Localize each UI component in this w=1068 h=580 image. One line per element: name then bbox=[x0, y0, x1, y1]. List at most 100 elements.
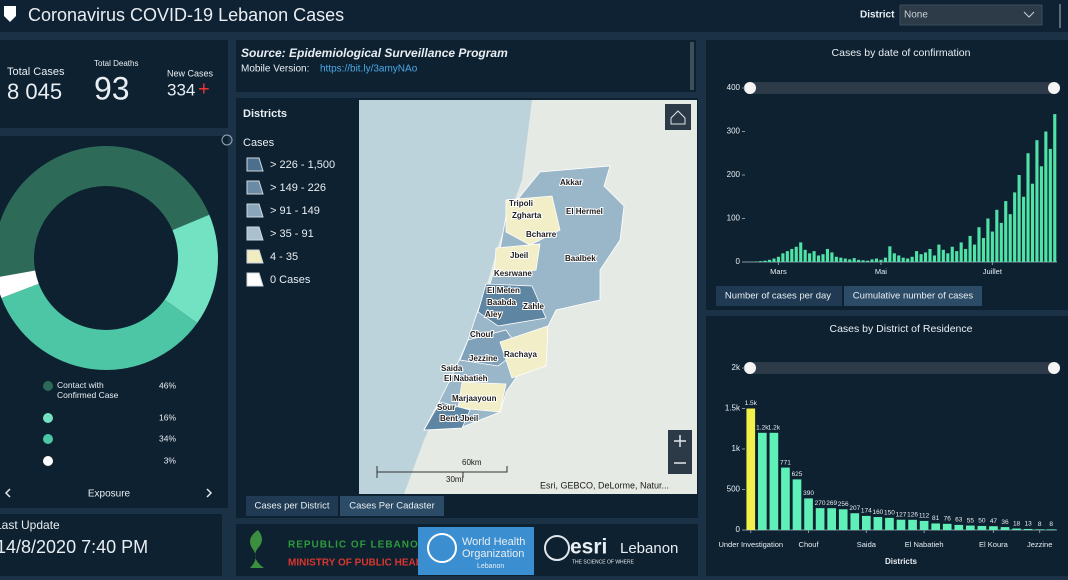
map[interactable]: 60km 30mi Esri, GEBCO, DeLorme, Natur...… bbox=[359, 100, 697, 494]
bar bbox=[792, 479, 802, 530]
bar bbox=[857, 259, 861, 262]
bar bbox=[977, 525, 987, 530]
map-label: Jezzine bbox=[469, 354, 498, 363]
bar bbox=[772, 258, 776, 262]
bar bbox=[1030, 183, 1035, 262]
mobile-link[interactable]: https://bit.ly/3amyNAo bbox=[320, 64, 418, 75]
home-button[interactable] bbox=[665, 104, 691, 130]
prev-arrow[interactable] bbox=[4, 488, 11, 498]
bar bbox=[1026, 153, 1030, 262]
value-label: 270 bbox=[815, 500, 826, 507]
legend-title: Districts bbox=[243, 108, 287, 120]
total-cases: 8 045 bbox=[7, 79, 62, 104]
header-title: Coronavirus COVID-19 Lebanon Cases bbox=[28, 5, 344, 25]
legend-swatches bbox=[246, 157, 264, 287]
bar bbox=[883, 257, 887, 262]
slider-handle[interactable] bbox=[1048, 82, 1060, 94]
bar bbox=[959, 242, 963, 262]
swatch bbox=[246, 157, 264, 172]
map-label: Jbeil bbox=[510, 251, 528, 260]
map-label: Akkar bbox=[560, 178, 582, 187]
map-tab-active[interactable] bbox=[246, 496, 338, 516]
range-slider bbox=[747, 82, 1057, 94]
bar bbox=[1039, 166, 1043, 262]
value-label: 47 bbox=[990, 518, 998, 525]
daily-tab[interactable] bbox=[844, 286, 982, 306]
bar bbox=[1022, 196, 1026, 262]
value-label: 390 bbox=[803, 490, 814, 497]
bar bbox=[989, 526, 998, 530]
total-deaths-label: Total Deaths bbox=[94, 59, 138, 68]
bar bbox=[1044, 131, 1048, 262]
pie-slice bbox=[0, 146, 210, 277]
bar bbox=[834, 256, 838, 262]
district-area bbox=[423, 401, 471, 431]
bar bbox=[843, 258, 847, 262]
bar bbox=[763, 260, 767, 262]
district-label: District bbox=[860, 10, 895, 21]
district-select[interactable] bbox=[899, 4, 1043, 26]
map-label: Zahle bbox=[523, 302, 544, 311]
logo-icon bbox=[4, 6, 16, 22]
map-label: Tripoli bbox=[509, 199, 533, 208]
x-tick-label: El Nabatieh bbox=[905, 540, 944, 549]
bar bbox=[852, 258, 856, 262]
exposure-tab[interactable]: Exposure bbox=[88, 489, 131, 500]
value-label: 1.2k bbox=[756, 425, 769, 432]
panel-menu[interactable] bbox=[221, 134, 233, 146]
slider-handle[interactable] bbox=[744, 362, 756, 374]
daily-tab-active[interactable] bbox=[716, 286, 842, 306]
bar bbox=[954, 524, 964, 530]
district-area bbox=[457, 381, 507, 413]
bar bbox=[815, 508, 825, 530]
map-label: El Hermel bbox=[566, 207, 603, 216]
value-label: 625 bbox=[792, 471, 803, 478]
mobile-label: Mobile Version: bbox=[241, 64, 309, 75]
bar bbox=[1053, 114, 1057, 262]
map-label: Sour bbox=[437, 403, 455, 412]
bar bbox=[937, 244, 941, 262]
esri-emblem bbox=[544, 535, 570, 561]
y-tick-label: 200 bbox=[727, 170, 741, 179]
y-tick-label: 1.5k bbox=[725, 404, 741, 413]
bar bbox=[850, 513, 860, 530]
swatch bbox=[246, 272, 264, 287]
bar bbox=[808, 253, 812, 262]
map-label: El Meten bbox=[487, 286, 520, 295]
map-tab[interactable] bbox=[340, 496, 444, 516]
slider-handle[interactable] bbox=[744, 82, 756, 94]
legend-value: 16% bbox=[159, 412, 176, 422]
bar bbox=[866, 260, 870, 262]
who-line1: World Health bbox=[462, 536, 525, 548]
value-label: 160 bbox=[872, 509, 883, 516]
legend-dot bbox=[43, 381, 53, 391]
x-tick-label: Juillet bbox=[983, 267, 1003, 276]
new-cases: 334 bbox=[167, 80, 195, 99]
bar bbox=[838, 509, 848, 530]
header-bar bbox=[0, 0, 1068, 32]
daily-tab-label: Cumulative number of cases bbox=[853, 291, 974, 302]
next-arrow[interactable] bbox=[206, 488, 213, 498]
scale-mi: 30mi bbox=[446, 475, 464, 484]
x-tick-label: Saida bbox=[857, 540, 877, 549]
x-tick-label: Jezzine bbox=[1027, 540, 1052, 549]
bar bbox=[966, 525, 975, 530]
district-area bbox=[505, 195, 561, 246]
map-tab-label: Cases per District bbox=[255, 501, 330, 512]
x-tick-label: Under Investigation bbox=[718, 540, 783, 549]
pie-slice bbox=[0, 270, 39, 298]
bar bbox=[910, 256, 914, 262]
update-panel bbox=[0, 514, 222, 576]
slider-handle[interactable] bbox=[1048, 362, 1060, 374]
bar bbox=[821, 254, 825, 262]
last-update-label: Last Update bbox=[0, 518, 60, 532]
bar bbox=[1017, 175, 1021, 262]
y-tick-label: 300 bbox=[727, 127, 741, 136]
map-label: Marjaayoun bbox=[452, 394, 497, 403]
legend-value: 3% bbox=[164, 455, 177, 465]
map-label: Bent Jbeil bbox=[440, 414, 478, 423]
bar bbox=[825, 248, 830, 262]
value-label: 256 bbox=[838, 501, 849, 508]
stats-panel bbox=[0, 40, 228, 128]
